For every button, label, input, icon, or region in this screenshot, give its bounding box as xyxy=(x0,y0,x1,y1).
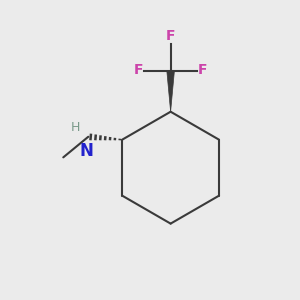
Text: N: N xyxy=(80,142,94,160)
Text: F: F xyxy=(134,64,143,77)
Text: H: H xyxy=(71,122,80,134)
Text: F: F xyxy=(198,64,208,77)
Text: F: F xyxy=(166,28,175,43)
Polygon shape xyxy=(167,70,174,112)
